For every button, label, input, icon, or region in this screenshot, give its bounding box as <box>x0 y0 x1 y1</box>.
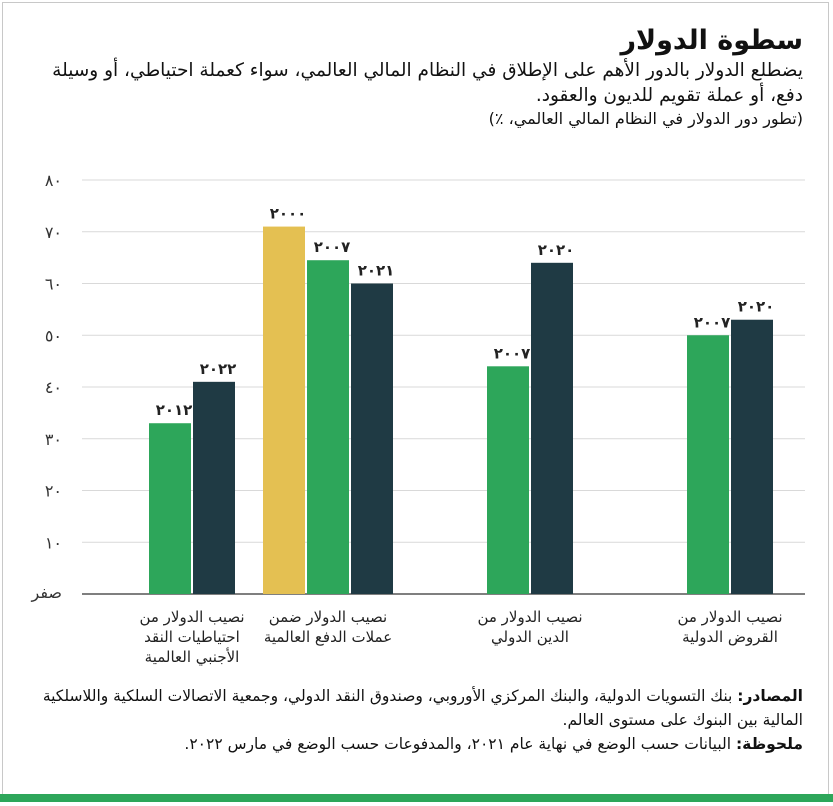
bottom-accent-bar <box>0 794 833 802</box>
sources-label: المصادر: <box>737 687 803 705</box>
bar-1-navy <box>193 381 235 594</box>
category-label: نصيب الدولار من <box>677 608 782 626</box>
chart-unit-note: (تطور دور الدولار في النظام المالي العال… <box>488 109 803 128</box>
bar-year-label: ٢٠٠٧ <box>494 344 531 362</box>
y-tick-label: صفر <box>30 583 62 603</box>
category-label: القروض الدولية <box>682 628 778 646</box>
y-tick-label: ٦٠ <box>45 275 62 294</box>
y-tick-label: ١٠ <box>45 533 62 552</box>
bar-year-label: ٢٠٠٧ <box>694 313 731 331</box>
chart-header: سطوة الدولار يضطلع الدولار بالدور الأهم … <box>43 24 803 130</box>
bar-year-label: ٢٠٠٧ <box>314 238 351 256</box>
bar-1-green <box>149 423 191 594</box>
bar-4-green <box>687 335 729 594</box>
category-label: عملات الدفع العالمية <box>264 628 392 646</box>
note-text: البيانات حسب الوضع في نهاية عام ٢٠٢١، وا… <box>184 735 736 753</box>
bar-2-navy <box>351 283 393 594</box>
y-tick-label: ٨٠ <box>45 171 62 190</box>
bar-year-label: ٢٠٢٠ <box>738 298 775 316</box>
chart-subtitle: يضطلع الدولار بالدور الأهم على الإطلاق ف… <box>52 60 803 106</box>
bar-year-label: ٢٠٢٢ <box>200 360 237 378</box>
bar-3-green <box>487 366 529 594</box>
category-label: نصيب الدولار من <box>139 608 244 626</box>
category-label: نصيب الدولار من <box>477 608 582 626</box>
sources-text: بنك التسويات الدولية، والبنك المركزي الأ… <box>42 687 803 729</box>
note-line: ملحوظة: البيانات حسب الوضع في نهاية عام … <box>13 732 803 756</box>
bar-4-navy <box>731 319 773 594</box>
y-tick-label: ٢٠ <box>45 482 62 501</box>
bar-year-label: ٢٠١٢ <box>156 401 193 419</box>
y-tick-label: ٤٠ <box>45 378 62 397</box>
bar-2-gold <box>263 226 305 594</box>
category-label: احتياطيات النقد <box>144 628 240 646</box>
note-label: ملحوظة: <box>735 735 803 753</box>
chart-title: سطوة الدولار <box>620 25 803 56</box>
bar-year-label: ٢٠٢١ <box>358 262 395 280</box>
bar-2-green <box>307 260 349 594</box>
y-tick-label: ٥٠ <box>45 326 62 345</box>
y-tick-label: ٧٠ <box>45 223 62 242</box>
bar-3-navy <box>531 262 573 594</box>
chart-footer: المصادر: بنك التسويات الدولية، والبنك ال… <box>13 684 803 756</box>
category-label: نصيب الدولار ضمن <box>269 608 387 626</box>
sources-line: المصادر: بنك التسويات الدولية، والبنك ال… <box>13 684 803 732</box>
bar-year-label: ٢٠٢٠ <box>538 241 575 259</box>
bar-year-label: ٢٠٠٠ <box>270 205 307 223</box>
category-label: الدين الدولي <box>491 628 569 647</box>
y-tick-label: ٣٠ <box>45 430 62 449</box>
bar-chart: صفر ١٠ ٢٠ ٣٠ ٤٠ ٥٠ ٦٠ ٧٠ ٨٠ ٢٠١٢ ٢٠٢٢ نصيب الدولار … <box>30 171 805 667</box>
category-label: الأجنبي العالمية <box>145 647 240 667</box>
